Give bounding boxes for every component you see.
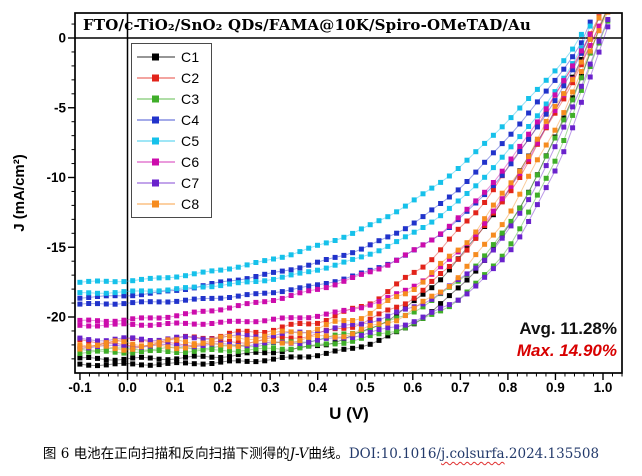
legend-item-C4: C4	[136, 111, 211, 129]
legend-item-C1: C1	[136, 48, 211, 66]
legend-label-C6: C6	[181, 154, 200, 171]
chart-title: FTO/c-TiO₂/SnO₂ QDs/FAMA@10K/Spiro-OMeTA…	[83, 16, 532, 34]
svg-text:-5: -5	[54, 100, 66, 115]
legend-item-C5: C5	[136, 132, 211, 150]
legend-item-C7: C7	[136, 174, 211, 192]
legend-label-C3: C3	[181, 90, 200, 107]
legend-item-C6: C6	[136, 153, 211, 171]
caption-text-middle: 曲线。	[308, 446, 349, 462]
svg-text:-20: -20	[46, 310, 66, 325]
legend-label-C1: C1	[181, 48, 200, 65]
svg-text:0.5: 0.5	[356, 380, 375, 395]
legend-item-C8: C8	[136, 195, 211, 213]
caption-doi-head: DOI:10.1016/	[348, 446, 441, 462]
legend-marker-C4	[137, 116, 175, 124]
y-axis-label: J (mA/cm²)	[11, 154, 28, 232]
legend-marker-C6	[137, 158, 175, 166]
caption-doi: DOI:10.1016/j.colsurfa.2024.135508	[349, 446, 599, 462]
legend-label-C4: C4	[181, 111, 200, 128]
svg-text:-0.1: -0.1	[68, 380, 92, 395]
caption-doi-wavy-underlined: j.colsurfa	[440, 446, 505, 462]
max-efficiency-annotation: Max. 14.90%	[516, 341, 617, 360]
legend-marker-C3	[137, 95, 175, 103]
legend-box: C1 C2 C3 C4 C5 C6 C7 C8	[131, 43, 212, 218]
legend-marker-C5	[137, 137, 175, 145]
legend-item-C3: C3	[136, 90, 211, 108]
svg-text:1.0: 1.0	[594, 380, 613, 395]
caption-doi-tail: .2024.135508	[504, 446, 600, 462]
svg-text:0: 0	[58, 31, 66, 46]
svg-text:0.4: 0.4	[308, 380, 327, 395]
svg-text:-15: -15	[46, 240, 66, 255]
legend-marker-C1	[137, 53, 175, 61]
legend-marker-C8	[137, 200, 175, 208]
legend-marker-C2	[137, 74, 175, 82]
svg-text:0.6: 0.6	[403, 380, 422, 395]
legend-item-C2: C2	[136, 69, 211, 87]
svg-text:0.9: 0.9	[546, 380, 565, 395]
svg-text:0.2: 0.2	[213, 380, 232, 395]
legend-label-C5: C5	[181, 133, 200, 150]
svg-text:0.1: 0.1	[166, 380, 185, 395]
x-axis-label: U (V)	[329, 404, 369, 423]
svg-text:-10: -10	[46, 170, 66, 185]
legend-label-C2: C2	[181, 69, 200, 86]
svg-text:0.7: 0.7	[451, 380, 470, 395]
legend-marker-C7	[137, 179, 175, 187]
svg-text:0.8: 0.8	[499, 380, 518, 395]
jv-plot: -0.1 0.0 0.1 0.2 0.3 0.4 0.5 0.6 0.7 0.8 0.9 1.0 0 -5…	[46, 12, 623, 395]
svg-text:0.0: 0.0	[118, 380, 137, 395]
caption-text-prefix: 图 6 电池在正向扫描和反向扫描下测得的	[42, 446, 290, 462]
caption-jv-italic: J-V	[289, 446, 309, 462]
svg-text:0.3: 0.3	[261, 380, 280, 395]
legend-label-C8: C8	[181, 196, 200, 213]
figure-caption: 图 6 电池在正向扫描和反向扫描下测得的J-V曲线。DOI:10.1016/j.…	[0, 442, 642, 462]
avg-efficiency-annotation: Avg. 11.28%	[519, 319, 617, 338]
legend-label-C7: C7	[181, 175, 200, 192]
